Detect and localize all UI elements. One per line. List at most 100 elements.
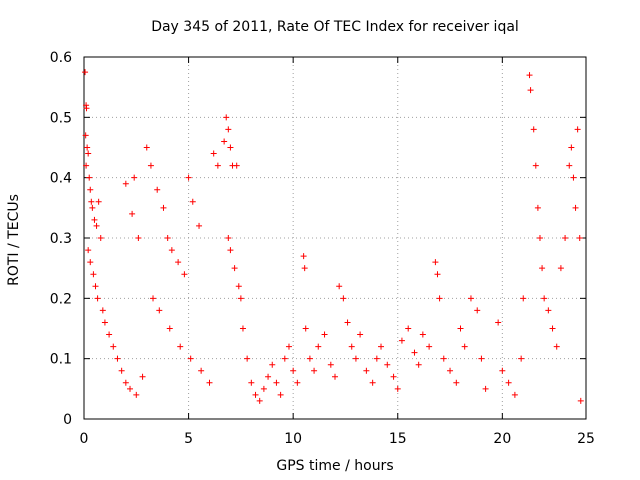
data-point [196,222,203,229]
data-point [474,307,481,314]
data-point [302,325,309,332]
data-point [576,235,583,241]
data-point [143,144,150,151]
data-point [373,355,380,362]
data-point [237,295,244,302]
plot-frame [83,56,587,420]
data-point [520,295,527,302]
data-point [553,343,560,350]
data-point [562,235,569,241]
data-point [384,361,391,368]
data-point [235,283,242,290]
data-point [557,265,564,272]
data-point [527,87,534,94]
data-point [181,271,188,278]
data-point [572,204,579,211]
data-point [467,295,474,302]
y-tick-label: 0 [63,412,72,428]
data-point [499,367,506,374]
data-point [440,355,447,362]
data-point [568,144,575,151]
data-point [85,247,92,254]
data-point [185,174,192,181]
data-point [526,72,533,79]
data-point [221,138,228,145]
data-point [256,397,263,404]
data-point [166,325,173,332]
data-point [539,265,546,272]
data-point [505,379,512,386]
data-point [482,385,489,392]
data-point [363,367,370,374]
data-point [118,367,125,374]
data-point [122,180,129,187]
y-axis-label: ROTI / TECUs [6,194,22,286]
y-tick-label: 0.5 [50,110,72,126]
data-point [110,343,117,350]
data-point [214,162,221,169]
data-point [369,379,376,386]
data-point [97,235,104,241]
data-point [99,307,106,314]
data-point [114,355,121,362]
data-points [82,69,584,404]
y-tick-label: 0.1 [50,352,72,368]
data-point [290,367,297,374]
data-point [210,150,217,157]
x-tick-label: 10 [284,431,302,447]
data-point [252,391,259,398]
data-point [545,307,552,314]
data-point [461,343,468,350]
data-point [398,337,405,344]
data-point [530,126,537,133]
data-point [84,144,91,151]
data-point [534,204,541,211]
data-point [281,355,288,362]
data-point [122,379,129,386]
data-point [394,385,401,392]
data-point [135,235,142,241]
data-point [87,259,94,266]
data-point [177,343,184,350]
data-point [311,367,318,374]
data-point [244,355,251,362]
data-point [233,162,240,169]
data-point [160,204,167,211]
data-point [95,198,102,205]
y-tick-label: 0.2 [50,291,72,307]
data-point [164,235,171,241]
data-point [327,361,334,368]
data-point [94,295,101,302]
data-point [239,325,246,332]
data-point [453,379,460,386]
data-point [85,150,92,157]
data-point [227,247,234,254]
data-point [198,367,205,374]
data-point [344,319,351,326]
x-tick-label: 15 [389,431,407,447]
x-tick-label: 5 [184,431,193,447]
axis-ticks: 0 5 10 15 20 25 0 0.1 0.2 0.3 0.4 0.5 0.6 [50,50,595,447]
data-point [447,367,454,374]
data-point [348,343,355,350]
data-point [457,325,464,332]
y-tick-label: 0.3 [50,231,72,247]
data-point [83,105,90,112]
data-point [168,247,175,254]
data-point [147,162,154,169]
data-point [405,325,412,332]
data-point [277,391,284,398]
data-point [532,162,539,169]
data-point [248,379,255,386]
data-point [352,355,359,362]
data-point [139,373,146,380]
data-point [86,174,93,181]
x-tick-label: 25 [577,431,595,447]
data-point [294,379,301,386]
data-point [549,325,556,332]
data-point [390,373,397,380]
data-point [101,319,108,326]
data-point [432,259,439,266]
data-point [83,162,90,169]
data-point [91,216,98,223]
